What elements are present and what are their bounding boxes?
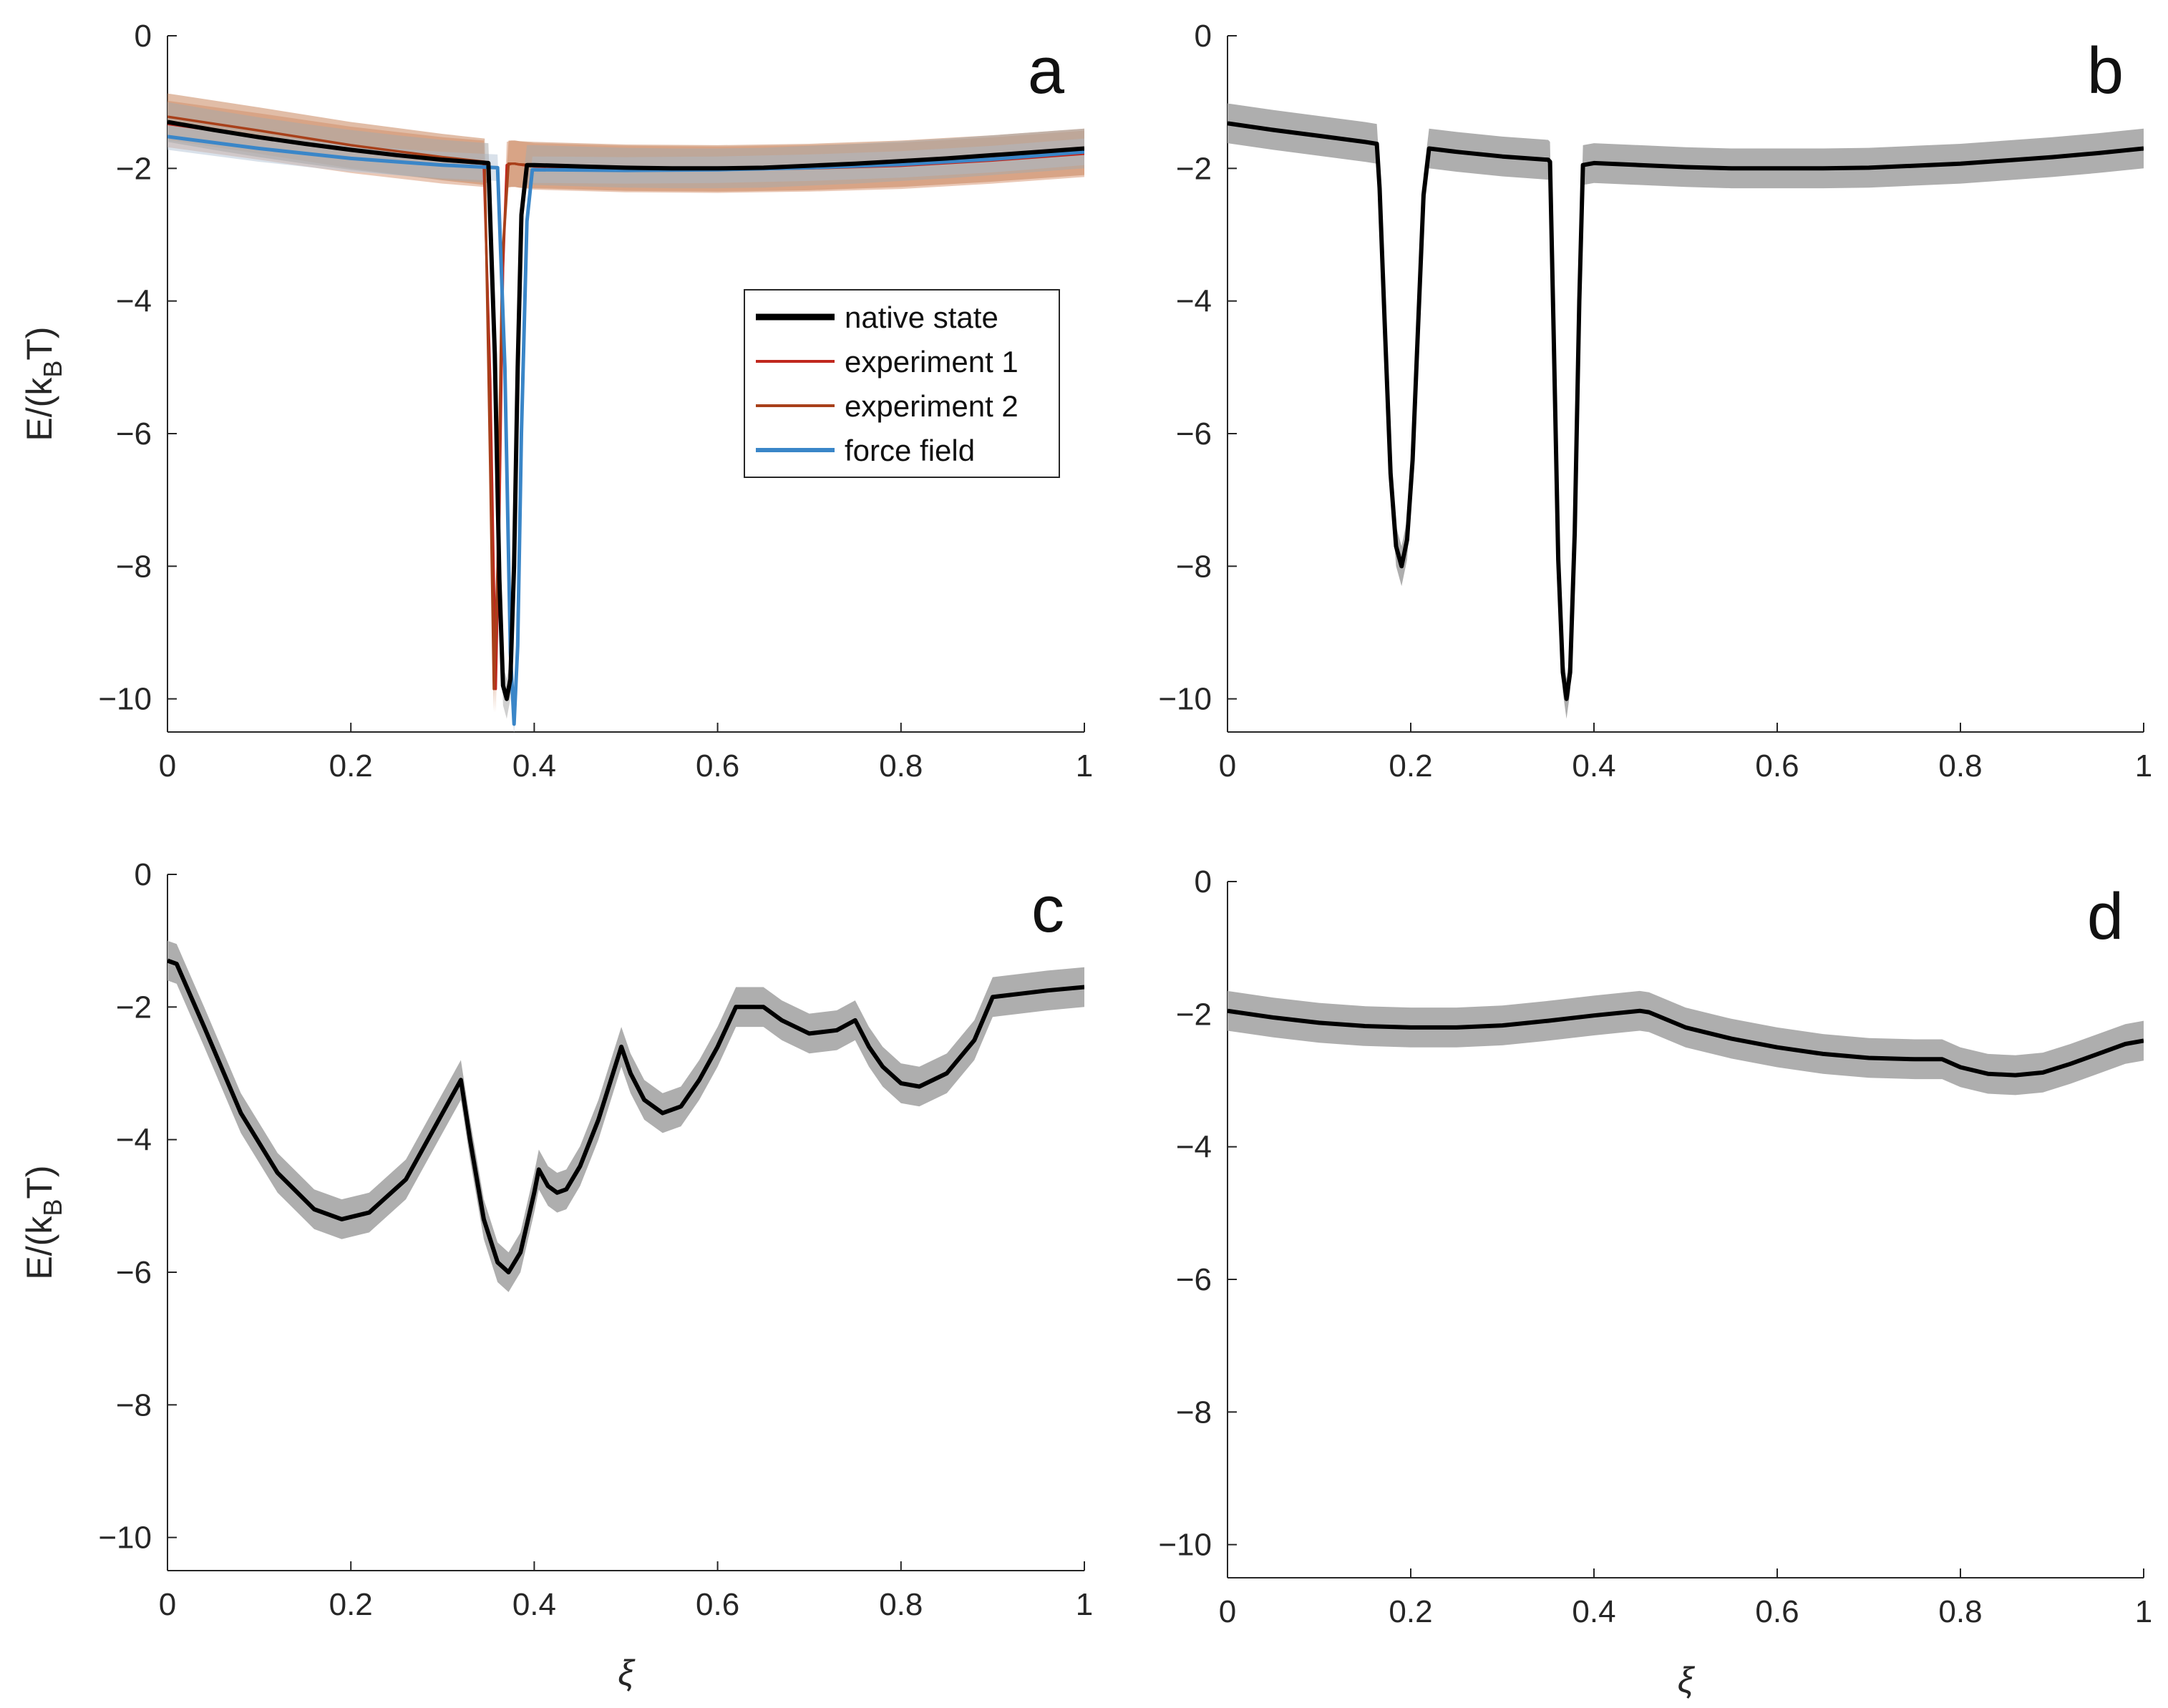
- panel-c: 0 0.2 0.4 0.6 0.8 1 0 −2 −4 −6 −8 −10 c ξ E/(kBT): [19, 857, 1093, 1693]
- y-tick-label: −4: [1176, 1130, 1212, 1165]
- x-tick-label: 0: [1219, 748, 1236, 784]
- legend: native state experiment 1 experiment 2 forc…: [744, 289, 1060, 478]
- x-tick-label: 0.2: [1389, 1594, 1432, 1629]
- series-curve: [1228, 121, 2144, 701]
- x-tick-label: 0.6: [1755, 1594, 1799, 1629]
- plot-area: [1228, 103, 2144, 719]
- x-tick-label: 0: [159, 748, 176, 784]
- x-tick-label: 0.8: [1938, 748, 1982, 784]
- x-tick-label: 1: [2135, 1594, 2152, 1629]
- x-tick-label: 0.6: [1755, 748, 1799, 784]
- y-axis-label-sub: B: [38, 1199, 67, 1216]
- x-tick-label: 0: [159, 1587, 176, 1622]
- panel-b: 0 0.2 0.4 0.6 0.8 1 0 −2 −4 −6 −8 −10 b: [1158, 19, 2152, 784]
- y-tick-label: −8: [116, 1387, 152, 1422]
- x-tick-label: 0.8: [879, 1587, 923, 1622]
- y-tick-label: −2: [116, 151, 152, 186]
- band-native-state: [167, 102, 1084, 719]
- panel-letter: a: [1028, 34, 1065, 107]
- panel-d: 0 0.2 0.4 0.6 0.8 1 0 −2 −4 −6 −8 −10 d ξ: [1158, 864, 2152, 1700]
- x-tick-label: 0: [1219, 1594, 1236, 1629]
- x-tick-label: 1: [2135, 748, 2152, 784]
- y-tick-label: 0: [1195, 19, 1212, 54]
- y-tick-label: −2: [1176, 997, 1212, 1032]
- y-tick-label: 0: [1195, 864, 1212, 899]
- legend-box: [744, 289, 1060, 478]
- panel-letter: c: [1031, 873, 1064, 946]
- x-tick-label: 0.4: [1572, 1594, 1615, 1629]
- y-tick-label: −10: [1158, 682, 1212, 717]
- y-tick-label: −2: [1176, 151, 1212, 186]
- x-axis-label: ξ: [618, 1653, 636, 1693]
- y-tick-label: −6: [116, 1255, 152, 1290]
- y-axis-label-sub: B: [38, 361, 67, 378]
- y-tick-label: −6: [116, 416, 152, 452]
- y-tick-label: −4: [116, 284, 152, 319]
- panel-letter: d: [2087, 880, 2124, 953]
- y-tick-label: 0: [135, 857, 152, 892]
- x-tick-label: 0.8: [1938, 1594, 1982, 1629]
- y-tick-label: −4: [116, 1123, 152, 1158]
- x-tick-label: 0.4: [512, 748, 556, 784]
- y-axis-label-main: E/(k: [19, 377, 59, 441]
- series-curve: [167, 958, 1084, 1274]
- x-tick-label: 0.4: [1572, 748, 1615, 784]
- plot-area: [167, 93, 1084, 732]
- x-tick-label: 0.2: [329, 1587, 373, 1622]
- legend-entry-label: force field: [845, 434, 975, 467]
- plot-area: [167, 940, 1084, 1292]
- panel-letter: b: [2087, 34, 2124, 107]
- y-tick-label: −10: [98, 1521, 152, 1556]
- x-tick-label: 0.8: [879, 748, 923, 784]
- series-native-state: [167, 119, 1084, 701]
- band-curve: [1228, 990, 2144, 1095]
- band-curve: [1228, 103, 2144, 719]
- plot-area: [1228, 990, 2144, 1095]
- x-tick-label: 0.2: [329, 748, 373, 784]
- y-tick-label: −8: [1176, 1395, 1212, 1430]
- x-tick-label: 1: [1076, 1587, 1093, 1622]
- y-axis-label: E/(kBT): [19, 1165, 67, 1279]
- y-tick-label: −6: [1176, 416, 1212, 452]
- x-axis-label: ξ: [1678, 1660, 1696, 1700]
- y-tick-label: −8: [1176, 549, 1212, 584]
- y-tick-label: −6: [1176, 1262, 1212, 1297]
- panel-a: 0 0.2 0.4 0.6 0.8 1 0 −2 −4 −6 −8 −10 a E/(kBT) native…: [19, 19, 1093, 784]
- x-tick-label: 1: [1076, 748, 1093, 784]
- y-axis-label-end: T): [19, 326, 59, 360]
- band-curve: [167, 940, 1084, 1292]
- y-axis-label: E/(kBT): [19, 326, 67, 441]
- x-tick-label: 0.6: [696, 748, 739, 784]
- x-tick-label: 0.6: [696, 1587, 739, 1622]
- y-axis-label-end: T): [19, 1165, 59, 1199]
- y-axis-label-main: E/(k: [19, 1216, 59, 1280]
- series-curve: [1228, 1008, 2144, 1078]
- y-tick-label: −2: [116, 990, 152, 1025]
- y-tick-label: −10: [1158, 1528, 1212, 1563]
- y-tick-label: −4: [1176, 284, 1212, 319]
- legend-entry-label: native state: [845, 301, 998, 334]
- y-tick-label: −10: [98, 682, 152, 717]
- legend-entry-label: experiment 1: [845, 345, 1019, 379]
- y-tick-label: 0: [135, 19, 152, 54]
- x-tick-label: 0.4: [512, 1587, 556, 1622]
- legend-entry-label: experiment 2: [845, 389, 1019, 423]
- x-tick-label: 0.2: [1389, 748, 1432, 784]
- y-tick-label: −8: [116, 549, 152, 584]
